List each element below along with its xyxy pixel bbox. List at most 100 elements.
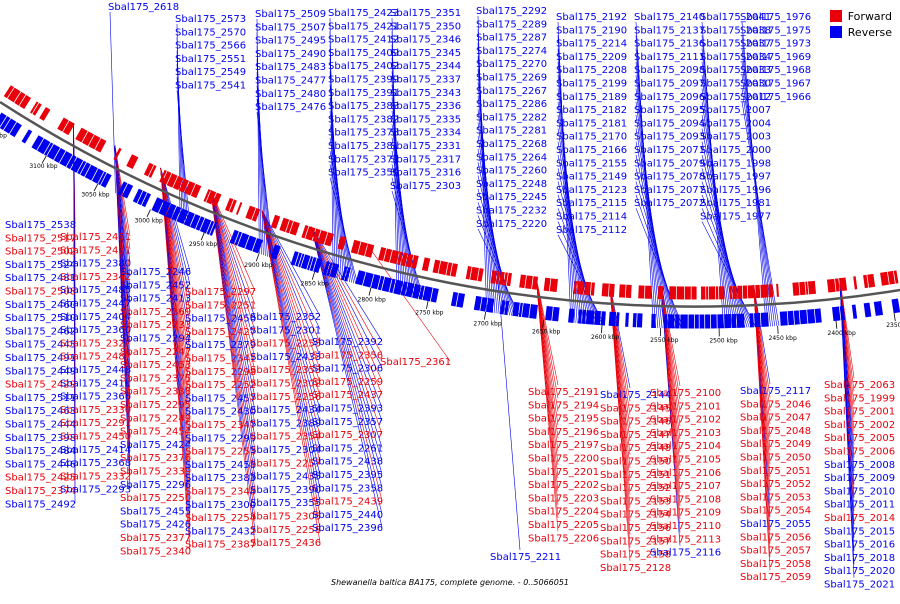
gene-label[interactable]: Sbal175_2270 — [476, 59, 547, 70]
reverse-gene-feature[interactable] — [864, 303, 872, 318]
gene-label[interactable]: Sbal175_2203 — [528, 493, 599, 504]
gene-label[interactable]: Sbal175_2253 — [185, 447, 256, 458]
gene-label[interactable]: Sbal175_2232 — [476, 206, 547, 217]
gene-label[interactable]: Sbal175_1997 — [700, 172, 771, 183]
reverse-gene-feature[interactable] — [474, 296, 482, 311]
gene-label[interactable]: Sbal175_2098 — [634, 65, 705, 76]
gene-label[interactable]: Sbal175_2346 — [390, 35, 461, 46]
gene-label[interactable]: Sbal175_2072 — [634, 198, 705, 209]
gene-label[interactable]: Sbal175_2391 — [328, 88, 399, 99]
forward-gene-feature[interactable] — [863, 275, 868, 288]
gene-label[interactable]: Sbal175_2439 — [312, 497, 383, 508]
gene-label[interactable]: Sbal175_2048 — [740, 426, 811, 437]
gene-label[interactable]: Sbal175_2189 — [556, 92, 627, 103]
gene-label[interactable]: Sbal175_2281 — [476, 126, 547, 137]
forward-gene-feature[interactable] — [126, 154, 138, 169]
gene-label[interactable]: Sbal175_2014 — [824, 513, 895, 524]
reverse-gene-feature[interactable] — [737, 314, 745, 328]
gene-label[interactable]: Sbal175_2136 — [634, 39, 705, 50]
gene-label[interactable]: Sbal175_2051 — [740, 466, 811, 477]
gene-label[interactable]: Sbal175_2307 — [312, 430, 383, 441]
gene-label[interactable]: Sbal175_2483 — [255, 62, 326, 73]
gene-label[interactable]: Sbal175_2298 — [185, 367, 256, 378]
gene-label[interactable]: Sbal175_2305 — [250, 512, 321, 523]
gene-label[interactable]: Sbal175_2264 — [476, 152, 547, 163]
reverse-gene-feature[interactable] — [761, 312, 769, 326]
gene-label[interactable]: Sbal175_2050 — [740, 453, 811, 464]
gene-label[interactable]: Sbal175_2257 — [250, 458, 321, 469]
gene-label[interactable]: Sbal175_2378 — [328, 128, 399, 139]
reverse-gene-feature[interactable] — [705, 314, 710, 328]
gene-label[interactable]: Sbal175_2009 — [824, 473, 895, 484]
gene-label[interactable]: Sbal175_2453 — [120, 360, 191, 371]
gene-label[interactable]: Sbal175_2102 — [650, 415, 721, 426]
forward-gene-feature[interactable] — [602, 283, 609, 296]
reverse-gene-feature[interactable] — [749, 313, 753, 327]
forward-gene-feature[interactable] — [645, 286, 652, 299]
gene-label[interactable]: Sbal175_2369 — [120, 307, 191, 318]
reverse-gene-feature[interactable] — [780, 311, 788, 325]
gene-label[interactable]: Sbal175_2427 — [185, 327, 256, 338]
gene-label[interactable]: Sbal175_2018 — [824, 553, 895, 564]
gene-label[interactable]: Sbal175_2431 — [60, 245, 131, 256]
forward-gene-feature[interactable] — [577, 281, 585, 295]
gene-label[interactable]: Sbal175_2375 — [120, 373, 191, 384]
gene-label[interactable]: Sbal175_2299 — [185, 433, 256, 444]
gene-label[interactable]: Sbal175_2053 — [740, 492, 811, 503]
gene-label[interactable]: Sbal175_2297 — [185, 287, 256, 298]
forward-gene-feature[interactable] — [709, 286, 715, 299]
gene-label[interactable]: Sbal175_2101 — [650, 401, 721, 412]
gene-label[interactable]: Sbal175_2303 — [390, 181, 461, 192]
gene-label[interactable]: Sbal175_2137 — [634, 25, 705, 36]
gene-label[interactable]: Sbal175_2337 — [390, 75, 461, 86]
gene-label[interactable]: Sbal175_2206 — [528, 533, 599, 544]
reverse-gene-feature[interactable] — [680, 314, 688, 328]
gene-label[interactable]: Sbal175_2338 — [120, 387, 191, 398]
gene-label[interactable]: Sbal175_2396 — [312, 523, 383, 534]
gene-label[interactable]: Sbal175_2096 — [634, 92, 705, 103]
forward-gene-feature[interactable] — [729, 286, 732, 299]
forward-gene-feature[interactable] — [835, 278, 840, 291]
gene-label[interactable]: Sbal175_2254 — [185, 513, 256, 524]
reverse-gene-feature[interactable] — [799, 310, 807, 325]
gene-label[interactable]: Sbal175_2108 — [650, 494, 721, 505]
gene-label[interactable]: Sbal175_2302 — [250, 379, 321, 390]
gene-label[interactable]: Sbal175_2123 — [556, 185, 627, 196]
reverse-gene-feature[interactable] — [586, 310, 595, 325]
gene-label[interactable]: Sbal175_2336 — [390, 101, 461, 112]
forward-gene-feature[interactable] — [677, 286, 684, 299]
forward-gene-feature[interactable] — [748, 285, 755, 298]
gene-label[interactable]: Sbal175_2304 — [250, 445, 321, 456]
forward-gene-feature[interactable] — [760, 284, 768, 297]
gene-label[interactable]: Sbal175_2573 — [175, 14, 246, 25]
gene-label[interactable]: Sbal175_2000 — [700, 145, 771, 156]
forward-gene-feature[interactable] — [669, 286, 676, 299]
gene-label[interactable]: Sbal175_2358 — [312, 483, 383, 494]
gene-label[interactable]: Sbal175_2371 — [328, 154, 399, 165]
reverse-gene-feature[interactable] — [754, 313, 761, 327]
gene-label[interactable]: Sbal175_2016 — [824, 540, 895, 551]
reverse-gene-feature[interactable] — [788, 311, 795, 325]
reverse-gene-feature[interactable] — [552, 307, 559, 322]
gene-label[interactable]: Sbal175_2306 — [312, 364, 383, 375]
gene-label[interactable]: Sbal175_2287 — [476, 33, 547, 44]
gene-label[interactable]: Sbal175_2246 — [120, 267, 191, 278]
gene-label[interactable]: Sbal175_2541 — [175, 81, 246, 92]
gene-label[interactable]: Sbal175_1967 — [740, 79, 811, 90]
reverse-gene-feature[interactable] — [568, 308, 575, 322]
gene-label[interactable]: Sbal175_2140 — [634, 12, 705, 23]
reverse-gene-feature[interactable] — [711, 314, 717, 328]
gene-label[interactable]: Sbal175_2209 — [556, 52, 627, 63]
gene-label[interactable]: Sbal175_2294 — [120, 334, 191, 345]
gene-label[interactable]: Sbal175_2006 — [824, 447, 895, 458]
reverse-gene-feature[interactable] — [832, 306, 841, 321]
gene-label[interactable]: Sbal175_2387 — [185, 540, 256, 551]
gene-label[interactable]: Sbal175_2255 — [250, 339, 321, 350]
reverse-gene-feature[interactable] — [700, 315, 705, 329]
gene-label[interactable]: Sbal175_2393 — [312, 404, 383, 415]
gene-label[interactable]: Sbal175_2182 — [556, 105, 627, 116]
gene-label[interactable]: Sbal175_2004 — [700, 118, 771, 129]
forward-gene-feature[interactable] — [685, 287, 691, 300]
reverse-gene-feature[interactable] — [688, 315, 694, 329]
gene-label[interactable]: Sbal175_2356 — [312, 350, 383, 361]
